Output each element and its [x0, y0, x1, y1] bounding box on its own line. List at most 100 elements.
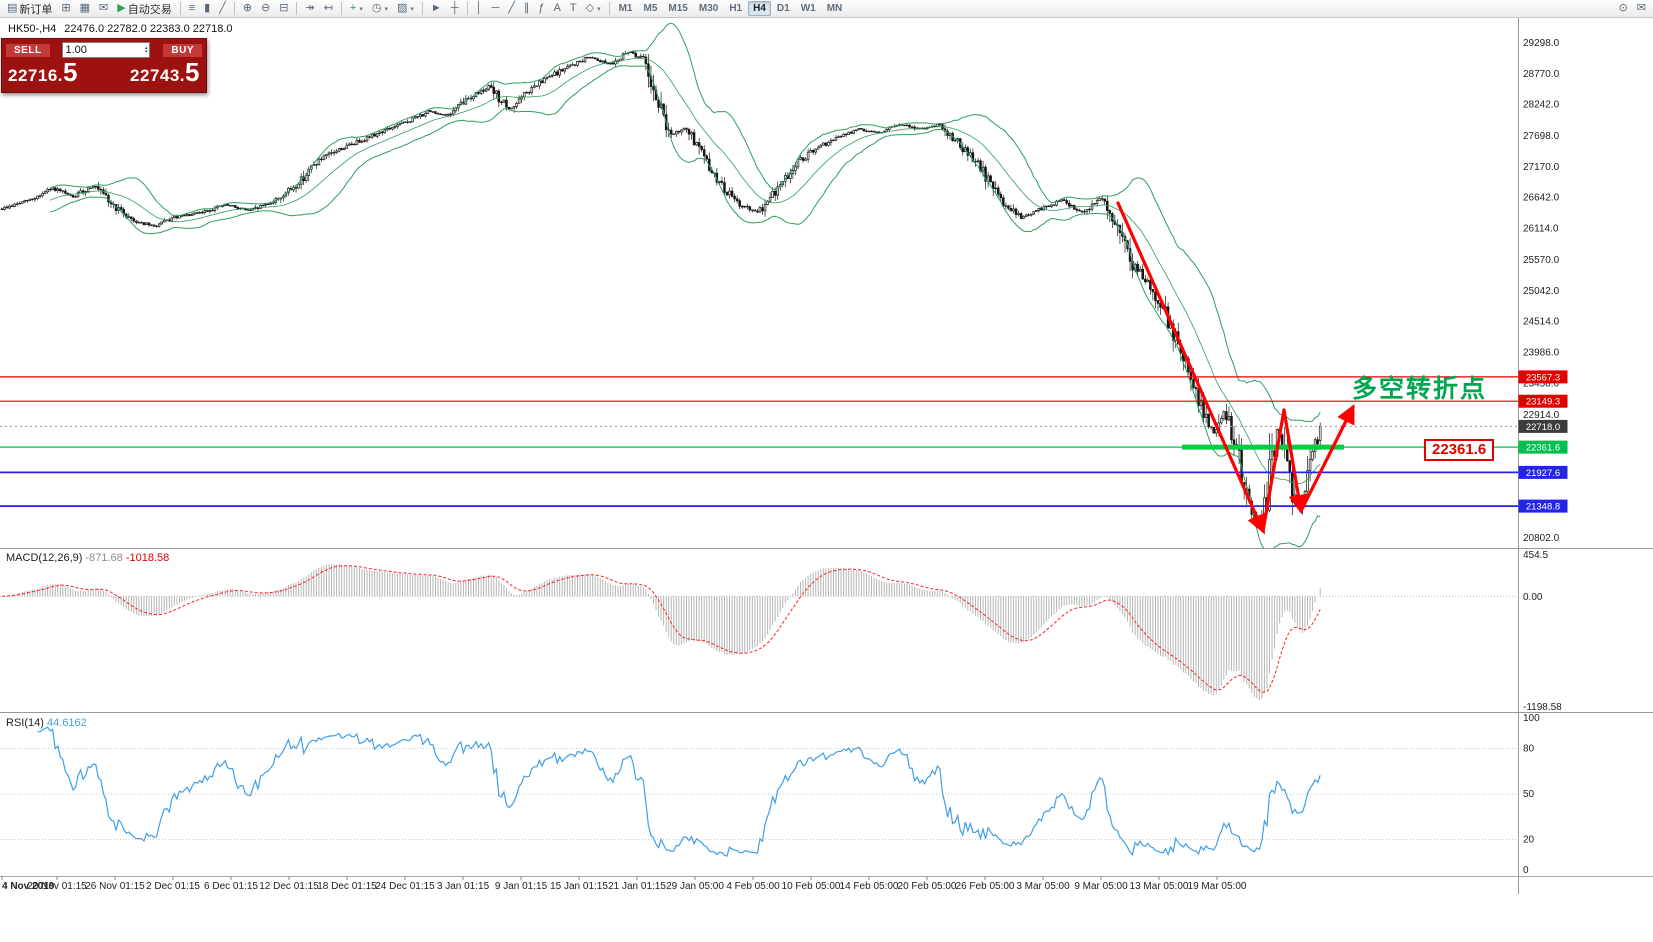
price-tick-label: 22914.0 [1523, 410, 1560, 421]
price-marker: 22718.0 [1518, 419, 1568, 433]
trendline-button[interactable]: ╱ [504, 0, 519, 18]
clock-icon: ◷ [371, 2, 382, 14]
price-tick-label: 29298.0 [1523, 38, 1560, 49]
timeframe-mn-button[interactable]: MN [826, 3, 843, 14]
news-button[interactable]: ✉ [95, 0, 112, 18]
auto-scroll-button[interactable]: ↠ [301, 0, 318, 18]
dropdown-caret-icon: ▾ [597, 5, 601, 13]
algo-trading-button-label: 自动交易 [127, 3, 172, 16]
one-click-trading-panel: SELL 1.00 ▴ ▾ BUY 22716.5 22743.5 [1, 38, 207, 93]
chart-candles-button[interactable]: ▮ [200, 0, 214, 18]
spinner-up-icon[interactable]: ▴ [144, 45, 148, 51]
trend-arrow[interactable] [1282, 408, 1308, 515]
price-tick-label: 20802.0 [1523, 533, 1560, 544]
sell-price[interactable]: 22716.5 [8, 57, 78, 87]
price-tick-label: 23986.0 [1523, 348, 1560, 359]
timeframe-h4-button[interactable]: H4 [748, 1, 771, 16]
time-axis-label: 10 Feb 05:00 [782, 881, 841, 892]
tile-windows-button[interactable]: ⊟ [275, 0, 292, 18]
time-axis-label: 9 Jan 01:15 [495, 881, 548, 892]
time-axis-label: 19 Mar 05:00 [1188, 881, 1247, 892]
cursor-icon: ► [430, 2, 442, 14]
timeframe-w1-button[interactable]: W1 [800, 3, 816, 14]
new-order-button-label: 新订单 [19, 3, 53, 16]
algo-trading-button[interactable]: ▶ 自动交易 [113, 0, 175, 18]
chart-window: 29298.0 28770.0 28242.0 27698.0 27170.0 26642… [0, 18, 1653, 942]
time-axis-label: 26 Nov 01:15 [85, 881, 145, 892]
turning-point-annotation: 多空转折点 [1352, 375, 1488, 403]
time-axis-label: 20 Nov 01:15 [27, 881, 87, 892]
time-axis-label: 26 Feb 05:00 [956, 881, 1015, 892]
open-chart-button[interactable]: ⊞ [57, 0, 74, 18]
text-icon: A [553, 2, 561, 14]
zoom-in-button[interactable]: ⊕ [239, 0, 256, 18]
price-tick-label: 28770.0 [1523, 69, 1560, 80]
svg-text:22718.0: 22718.0 [1526, 422, 1560, 433]
buy-button[interactable]: BUY [163, 43, 202, 57]
price-tick-label: 25570.0 [1523, 255, 1560, 266]
play-icon: ▶ [117, 2, 126, 14]
horizontal-line-button[interactable]: ─ [487, 0, 503, 18]
timeframe-m1-button[interactable]: M1 [618, 3, 633, 14]
search-icon: ⊙ [1618, 2, 1628, 14]
rsi-indicator [0, 726, 1518, 857]
toolbar-separator [296, 2, 298, 15]
label-button[interactable]: T [566, 0, 581, 18]
svg-text:23149.3: 23149.3 [1526, 397, 1560, 408]
spinner-down-icon[interactable]: ▾ [144, 49, 148, 55]
chart-canvas[interactable]: 29298.0 28770.0 28242.0 27698.0 27170.0 26642… [0, 18, 1653, 942]
timeframe-m15-button[interactable]: M15 [668, 3, 688, 14]
rsi-axis-label: 50 [1523, 789, 1535, 800]
trend-arrow[interactable] [1299, 404, 1355, 513]
profiles-button[interactable]: ▦ [76, 0, 94, 18]
chart-info-line: HK50-,H4 22476.0 22782.0 22383.0 22718.0 [8, 23, 233, 35]
price-axis[interactable]: 29298.0 28770.0 28242.0 27698.0 27170.0 26642… [1518, 38, 1568, 544]
zoom-out-button[interactable]: ⊖ [257, 0, 274, 18]
macd-axis-label: 0.00 [1523, 592, 1543, 603]
news-icon: ✉ [99, 2, 109, 14]
text-button[interactable]: A [550, 0, 565, 18]
fibonacci-button[interactable]: ƒ [534, 0, 548, 18]
templates-button[interactable]: ▨ ▾ [393, 0, 418, 18]
zoom-in-icon: ⊕ [242, 2, 253, 14]
trend-arrow[interactable] [1261, 408, 1286, 533]
buy-price[interactable]: 22743.5 [130, 57, 200, 87]
cursor-button[interactable]: ► [427, 0, 446, 18]
symbol-period-label: HK50-,H4 [8, 23, 57, 35]
timeframe-m5-button[interactable]: M5 [643, 3, 658, 14]
shapes-button[interactable]: ◇ ▾ [582, 0, 605, 18]
time-axis-label: 14 Feb 05:00 [840, 881, 899, 892]
channel-button[interactable]: ∥ [520, 0, 534, 18]
vertical-line-button[interactable]: │ [472, 0, 487, 18]
rsi-axis-label: 20 [1523, 835, 1535, 846]
timeframe-d1-button[interactable]: D1 [776, 3, 790, 14]
search-button[interactable]: ⊙ [1615, 0, 1632, 18]
sell-button[interactable]: SELL [6, 43, 50, 57]
rsi-axis-label: 0 [1523, 865, 1529, 876]
periods-button[interactable]: ◷ ▾ [368, 0, 392, 18]
price-marker: 21927.6 [1518, 465, 1568, 479]
volume-input[interactable]: 1.00 ▴ ▾ [62, 42, 151, 58]
price-marker: 23149.3 [1518, 394, 1568, 408]
chart-bars-button[interactable]: ≡ [185, 0, 199, 18]
time-axis-label: 18 Dec 01:15 [317, 881, 377, 892]
price-tick-label: 26642.0 [1523, 193, 1560, 204]
new-chart-icon: ⊞ [61, 2, 71, 14]
volume-stepper[interactable]: ▴ ▾ [144, 45, 148, 55]
price-tick-label: 24514.0 [1523, 317, 1560, 328]
trend-arrow[interactable] [1116, 201, 1266, 534]
time-axis-label: 3 Mar 05:00 [1016, 881, 1070, 892]
chart-shift-button[interactable]: ↤ [320, 0, 337, 18]
community-button[interactable]: ✉ [1633, 0, 1650, 18]
price-marker: 21348.8 [1518, 499, 1568, 513]
time-axis-label: 2 Dec 01:15 [146, 881, 200, 892]
indicators-button[interactable]: + ▾ [346, 0, 367, 18]
timeframe-m30-button[interactable]: M30 [698, 3, 719, 14]
crosshair-button[interactable]: ┼ [447, 0, 463, 18]
new-order-button[interactable]: ▤ 新订单 [3, 0, 56, 18]
toolbar-separator [466, 2, 468, 15]
chart-line-button[interactable]: ╱ [215, 0, 230, 18]
timeframe-h1-button[interactable]: H1 [729, 3, 743, 14]
time-axis-label: 9 Mar 05:00 [1074, 881, 1128, 892]
